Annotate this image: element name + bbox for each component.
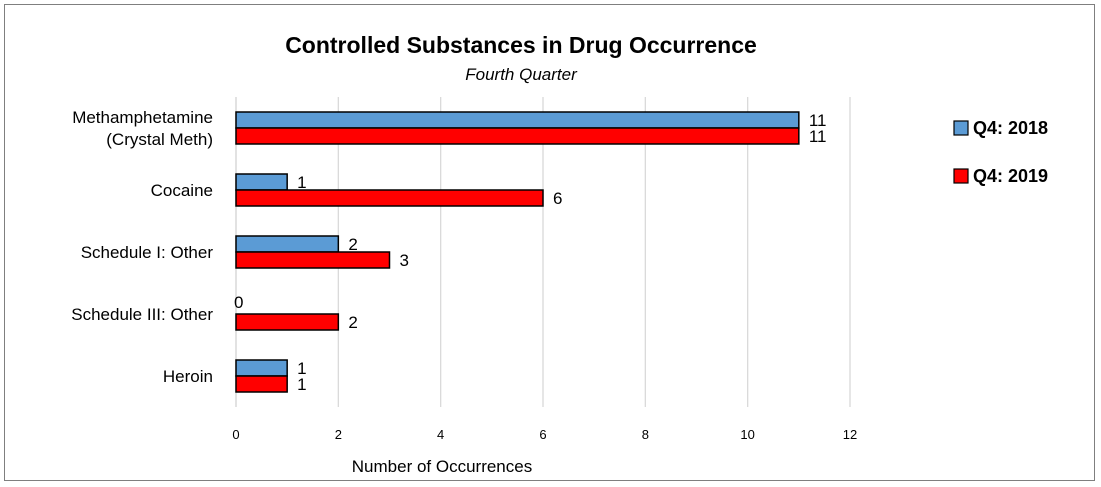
data-label-series0-cat3: 0 xyxy=(234,293,243,312)
category-label-4: Heroin xyxy=(163,367,213,386)
category-label-0-line-0: Methamphetamine xyxy=(72,108,213,127)
bar-chart: Controlled Substances in Drug Occurrence… xyxy=(71,32,1048,476)
bar-series1-cat3 xyxy=(235,313,340,331)
legend: Q4: 2018 Q4: 2019 xyxy=(953,118,1048,186)
bar-series1-cat4 xyxy=(235,375,288,393)
bars xyxy=(235,111,800,393)
x-tick-label-0: 0 xyxy=(232,427,239,442)
legend-label-1: Q4: 2019 xyxy=(973,166,1048,186)
data-label-series1-cat3: 2 xyxy=(348,313,357,332)
x-tick-label-4: 8 xyxy=(642,427,649,442)
legend-label-0: Q4: 2018 xyxy=(973,118,1048,138)
x-axis-title: Number of Occurrences xyxy=(352,457,532,476)
data-label-series1-cat0: 11 xyxy=(809,127,827,146)
chart-subtitle: Fourth Quarter xyxy=(465,65,578,84)
legend-swatch-0 xyxy=(953,120,969,136)
x-tick-label-5: 10 xyxy=(740,427,754,442)
bar-series0-cat4 xyxy=(235,359,288,377)
category-label-3: Schedule III: Other xyxy=(71,305,213,324)
chart-title: Controlled Substances in Drug Occurrence xyxy=(285,32,757,58)
category-label-1: Cocaine xyxy=(151,181,213,200)
data-label-series0-cat4: 1 xyxy=(297,359,306,378)
category-label-2: Schedule I: Other xyxy=(81,243,214,262)
x-tick-label-1: 2 xyxy=(335,427,342,442)
data-label-series0-cat2: 2 xyxy=(348,235,357,254)
data-label-series0-cat0: 11 xyxy=(809,111,827,130)
data-label-series1-cat2: 3 xyxy=(400,251,409,270)
x-tick-label-3: 6 xyxy=(539,427,546,442)
bar-series1-cat0 xyxy=(235,127,800,145)
data-label-series1-cat4: 1 xyxy=(297,375,306,394)
gridlines xyxy=(235,97,851,407)
category-labels: Methamphetamine (Crystal Meth) Cocaine Sche… xyxy=(71,108,213,386)
category-label-0-line-1: (Crystal Meth) xyxy=(106,130,213,149)
chart-frame: Controlled Substances in Drug Occurrence… xyxy=(4,4,1095,481)
legend-swatch-1 xyxy=(953,168,969,184)
bar-series0-cat2 xyxy=(235,235,340,253)
x-tick-label-6: 12 xyxy=(843,427,857,442)
x-tick-labels: 0 2 4 6 8 10 12 xyxy=(232,427,857,442)
data-label-series0-cat1: 1 xyxy=(297,173,306,192)
bar-series1-cat2 xyxy=(235,251,391,269)
bar-series1-cat1 xyxy=(235,189,544,207)
x-tick-label-2: 4 xyxy=(437,427,444,442)
bar-series0-cat1 xyxy=(235,173,288,191)
bar-series0-cat0 xyxy=(235,111,800,129)
data-label-series1-cat1: 6 xyxy=(553,189,562,208)
